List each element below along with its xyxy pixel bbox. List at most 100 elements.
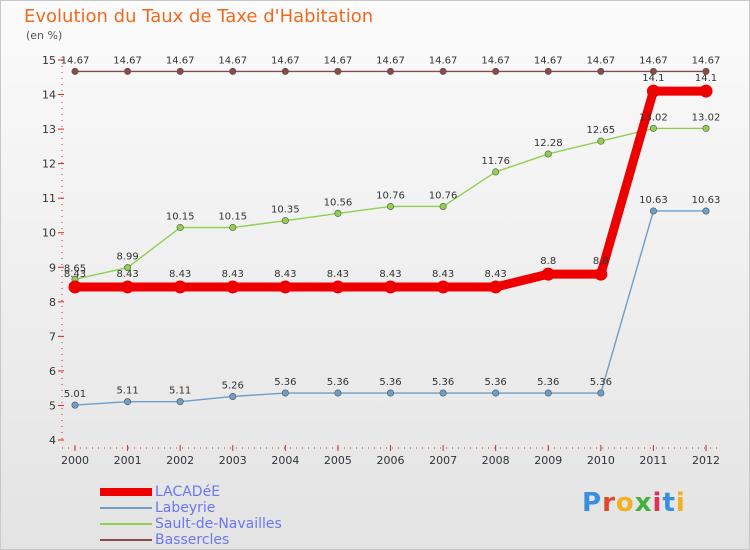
data-point (124, 264, 132, 272)
legend-swatch (100, 488, 152, 496)
data-label: 5.36 (590, 377, 612, 388)
y-tick-label: 15 (42, 54, 56, 67)
data-point (386, 389, 394, 397)
data-point (492, 389, 500, 397)
data-label: 10.56 (324, 197, 353, 208)
legend-label: Sault-de-Navailles (155, 516, 282, 532)
data-label: 14.67 (218, 55, 247, 66)
data-point (176, 224, 184, 232)
data-point (492, 67, 500, 75)
data-point (281, 217, 289, 225)
data-label: 13.02 (639, 112, 668, 123)
y-tick-label: 9 (49, 261, 56, 274)
data-label: 14.1 (642, 73, 664, 84)
data-label: 5.36 (537, 377, 559, 388)
logo-letter: r (602, 488, 616, 518)
data-label: 8.43 (485, 269, 507, 280)
legend-label: LACADéE (155, 484, 221, 500)
data-point (331, 280, 345, 294)
data-label: 14.67 (534, 55, 563, 66)
data-point (121, 280, 135, 294)
series-layer (68, 67, 713, 409)
data-point (386, 202, 394, 210)
data-label: 8.43 (274, 269, 296, 280)
y-tick-label: 11 (42, 192, 56, 205)
data-label: 14.67 (166, 55, 195, 66)
data-point (436, 280, 450, 294)
data-point (544, 150, 552, 158)
x-tick-label: 2002 (166, 454, 194, 467)
x-tick-label: 2010 (587, 454, 615, 467)
logo-letter: t (662, 488, 676, 518)
data-label: 5.01 (64, 389, 86, 400)
data-point (439, 389, 447, 397)
data-point (386, 67, 394, 75)
data-label: 5.36 (432, 377, 454, 388)
data-point (226, 280, 240, 294)
data-label: 10.63 (639, 195, 668, 206)
logo-letter: i (652, 488, 663, 518)
data-point (71, 67, 79, 75)
data-point (489, 280, 503, 294)
data-label: 14.67 (692, 55, 721, 66)
data-point (544, 67, 552, 75)
data-label: 8.43 (379, 269, 401, 280)
legend-label: Bassercles (155, 532, 230, 548)
series-line-0 (70, 86, 711, 292)
data-label: 8.65 (64, 263, 86, 274)
x-tick-label: 2011 (639, 454, 667, 467)
data-label: 5.26 (222, 380, 244, 391)
data-point (71, 401, 79, 409)
data-label: 11.76 (481, 156, 510, 167)
data-label: 10.76 (376, 190, 405, 201)
data-label: 8.99 (116, 252, 138, 263)
y-tick-label: 14 (42, 89, 56, 102)
data-label: 10.35 (271, 205, 300, 216)
data-point (124, 398, 132, 406)
data-label: 8.43 (116, 269, 138, 280)
data-point (649, 67, 657, 75)
unit-label: (en %) (26, 29, 63, 42)
data-label: 12.65 (587, 125, 616, 136)
data-point (597, 389, 605, 397)
x-tick-label: 2008 (482, 454, 510, 467)
y-tick-label: 10 (42, 227, 56, 240)
data-point (384, 280, 397, 294)
x-tick-label: 2004 (271, 454, 299, 467)
data-point (334, 67, 342, 75)
y-tick-label: 6 (49, 365, 56, 378)
data-point (229, 67, 237, 75)
data-label: 14.67 (324, 55, 353, 66)
data-point (646, 84, 660, 98)
data-label: 5.36 (327, 377, 349, 388)
y-tick-label: 12 (42, 158, 56, 171)
y-tick-label: 8 (49, 296, 56, 309)
data-point (597, 137, 605, 145)
data-labels-layer: 14.67 14.67 14.67 14.67 14.67 14.67 14.67 14.67… (61, 55, 721, 400)
x-tick-label: 2012 (692, 454, 720, 467)
x-tick-label: 2003 (219, 454, 247, 467)
axes: 4 5 6 7 8 9 10 11 12 13 14 15 2000 2001 2002 2003 2004 20… (42, 54, 720, 467)
x-tick-label: 2000 (61, 454, 89, 467)
data-label: 10.76 (429, 190, 458, 201)
data-label: 14.67 (639, 55, 668, 66)
logo-letter: P (582, 488, 603, 518)
data-label: 8.8 (540, 256, 556, 267)
x-tick-label: 2007 (429, 454, 457, 467)
data-point (702, 124, 710, 132)
proxiti-logo: Proxiti (582, 488, 686, 518)
data-point (594, 267, 608, 281)
data-label: 10.15 (166, 212, 195, 223)
x-tick-label: 2006 (377, 454, 405, 467)
data-point (229, 224, 237, 232)
x-tick-label: 2001 (114, 454, 142, 467)
data-label: 5.36 (379, 377, 401, 388)
x-tick-label: 2005 (324, 454, 352, 467)
data-point (649, 207, 657, 215)
data-point (492, 168, 500, 176)
data-point (229, 392, 237, 400)
y-tick-label: 4 (49, 434, 56, 447)
data-point (124, 67, 132, 75)
legend-swatch (100, 523, 152, 525)
